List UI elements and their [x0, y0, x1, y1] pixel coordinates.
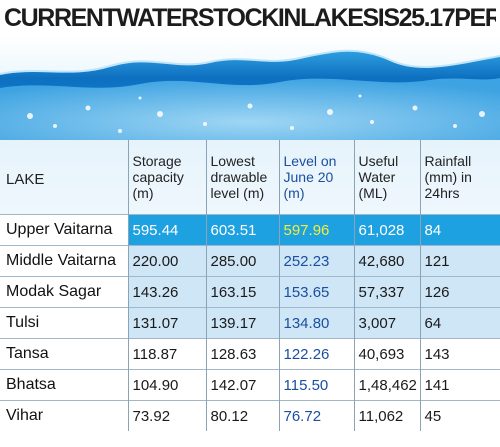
column-header: Level on June 20 (m): [278, 140, 354, 215]
table-row: Middle Vaitarna 220.00 285.00 252.23 42,…: [0, 245, 500, 277]
lake-name-cell: Middle Vaitarna: [0, 245, 128, 277]
table-row: Upper Vaitarna 595.44 603.51 597.96 61,0…: [0, 214, 500, 246]
useful-water-cell: 11,062: [353, 400, 420, 431]
level-cell: 252.23: [278, 245, 354, 277]
lake-name-cell: Tansa: [0, 338, 128, 370]
storage-cell: 131.07: [127, 307, 206, 339]
column-header: Rainfall (mm) in 24hrs: [419, 140, 500, 215]
table-header-row: LAKE Storage capacity (m) Lowest drawabl…: [0, 140, 500, 215]
level-cell: 115.50: [278, 369, 354, 401]
level-cell: 76.72: [278, 400, 354, 431]
rainfall-cell: 126: [419, 276, 500, 308]
rainfall-cell: 141: [419, 369, 500, 401]
level-cell: 122.26: [278, 338, 354, 370]
storage-cell: 73.92: [127, 400, 206, 431]
lowest-level-cell: 163.15: [205, 276, 279, 308]
lowest-level-cell: 142.07: [205, 369, 279, 401]
table-row: Vihar 73.92 80.12 76.72 11,062 45: [0, 400, 500, 431]
useful-water-cell: 61,028: [353, 214, 420, 246]
storage-cell: 595.44: [127, 214, 206, 246]
useful-water-cell: 3,007: [353, 307, 420, 339]
storage-cell: 143.26: [127, 276, 206, 308]
useful-water-cell: 42,680: [353, 245, 420, 277]
lowest-level-cell: 139.17: [205, 307, 279, 339]
column-header: LAKE: [6, 171, 45, 188]
level-cell: 153.65: [278, 276, 354, 308]
lowest-level-cell: 285.00: [205, 245, 279, 277]
lake-name-cell: Vihar: [0, 400, 128, 431]
lake-name-cell: Upper Vaitarna: [0, 214, 128, 246]
useful-water-cell: 40,693: [353, 338, 420, 370]
storage-cell: 220.00: [127, 245, 206, 277]
lake-table: LAKE Storage capacity (m) Lowest drawabl…: [0, 140, 500, 431]
storage-cell: 118.87: [127, 338, 206, 370]
column-header: Useful Water (ML): [353, 140, 420, 215]
table-row: Modak Sagar 143.26 163.15 153.65 57,337 …: [0, 276, 500, 308]
lowest-level-cell: 128.63: [205, 338, 279, 370]
rainfall-cell: 121: [419, 245, 500, 277]
rainfall-cell: 64: [419, 307, 500, 339]
lake-table-container: LAKE Storage capacity (m) Lowest drawabl…: [0, 140, 500, 447]
rainfall-cell: 45: [419, 400, 500, 431]
level-cell: 134.80: [278, 307, 354, 339]
lake-name-cell: Bhatsa: [0, 369, 128, 401]
column-header: Storage capacity (m): [127, 140, 206, 215]
lake-name-cell: Tulsi: [0, 307, 128, 339]
useful-water-cell: 57,337: [353, 276, 420, 308]
lowest-level-cell: 603.51: [205, 214, 279, 246]
chart-title: CURRENTWATERSTOCKINLAKESIS25.17PERCENT: [4, 4, 496, 32]
lake-name-cell: Modak Sagar: [0, 276, 128, 308]
water-banner-image: [0, 36, 500, 141]
lowest-level-cell: 80.12: [205, 400, 279, 431]
table-row: Tulsi 131.07 139.17 134.80 3,007 64: [0, 307, 500, 339]
rainfall-cell: 84: [419, 214, 500, 246]
useful-water-cell: 1,48,462: [353, 369, 420, 401]
table-row: Bhatsa 104.90 142.07 115.50 1,48,462 141: [0, 369, 500, 401]
rainfall-cell: 143: [419, 338, 500, 370]
level-cell: 597.96: [278, 214, 354, 246]
column-header: Lowest drawable level (m): [205, 140, 279, 215]
storage-cell: 104.90: [127, 369, 206, 401]
table-row: Tansa 118.87 128.63 122.26 40,693 143: [0, 338, 500, 370]
